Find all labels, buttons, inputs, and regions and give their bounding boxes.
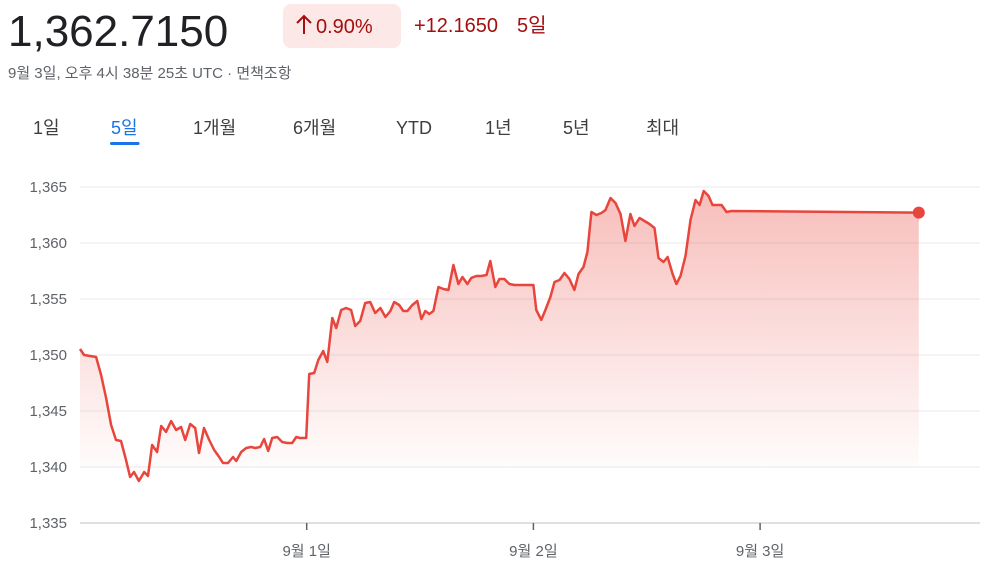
y-tick-label: 1,360 [29, 235, 67, 252]
x-tick-label: 9월 3일 [736, 543, 784, 560]
y-tick-label: 1,355 [29, 291, 67, 308]
timestamp: 9월 3일, 오후 4시 38분 25초 UTC · 면책조항 [8, 65, 292, 82]
last-point [912, 206, 925, 219]
tab-underline [110, 142, 140, 145]
tab[interactable]: 1개월 [193, 118, 236, 138]
change: +12.1650 [414, 15, 498, 37]
up-arrow [296, 14, 312, 34]
tab[interactable]: 6개월 [293, 118, 336, 138]
tab[interactable]: 5년 [563, 118, 590, 138]
tab[interactable]: 5일 [111, 118, 138, 138]
x-tick-label: 9월 2일 [509, 543, 557, 560]
x-tick-label: 9월 1일 [282, 543, 330, 560]
area [80, 191, 919, 481]
y-tick-label: 1,365 [29, 179, 67, 196]
tab[interactable]: YTD [396, 118, 432, 138]
tab[interactable]: 최대 [646, 118, 679, 138]
y-tick-label: 1,350 [29, 347, 67, 364]
chart: 1,335 1,340 1,345 1,350 1,355 1,360 1,365 9월 1일… [29, 179, 980, 560]
tab[interactable]: 1일 [33, 118, 60, 138]
change-percent: 0.90% [316, 16, 373, 38]
change-badge [283, 4, 401, 48]
price-line [78, 189, 919, 483]
tab[interactable]: 1년 [485, 118, 512, 138]
period: 5일 [517, 14, 547, 37]
tabs: 1일 5일 1개월 6개월 YTD 1년 5년 최대 [33, 118, 679, 145]
y-tick-label: 1,340 [29, 459, 67, 476]
y-tick-label: 1,345 [29, 403, 67, 420]
price: 1,362.7150 [8, 7, 228, 56]
y-tick-label: 1,335 [29, 515, 67, 532]
